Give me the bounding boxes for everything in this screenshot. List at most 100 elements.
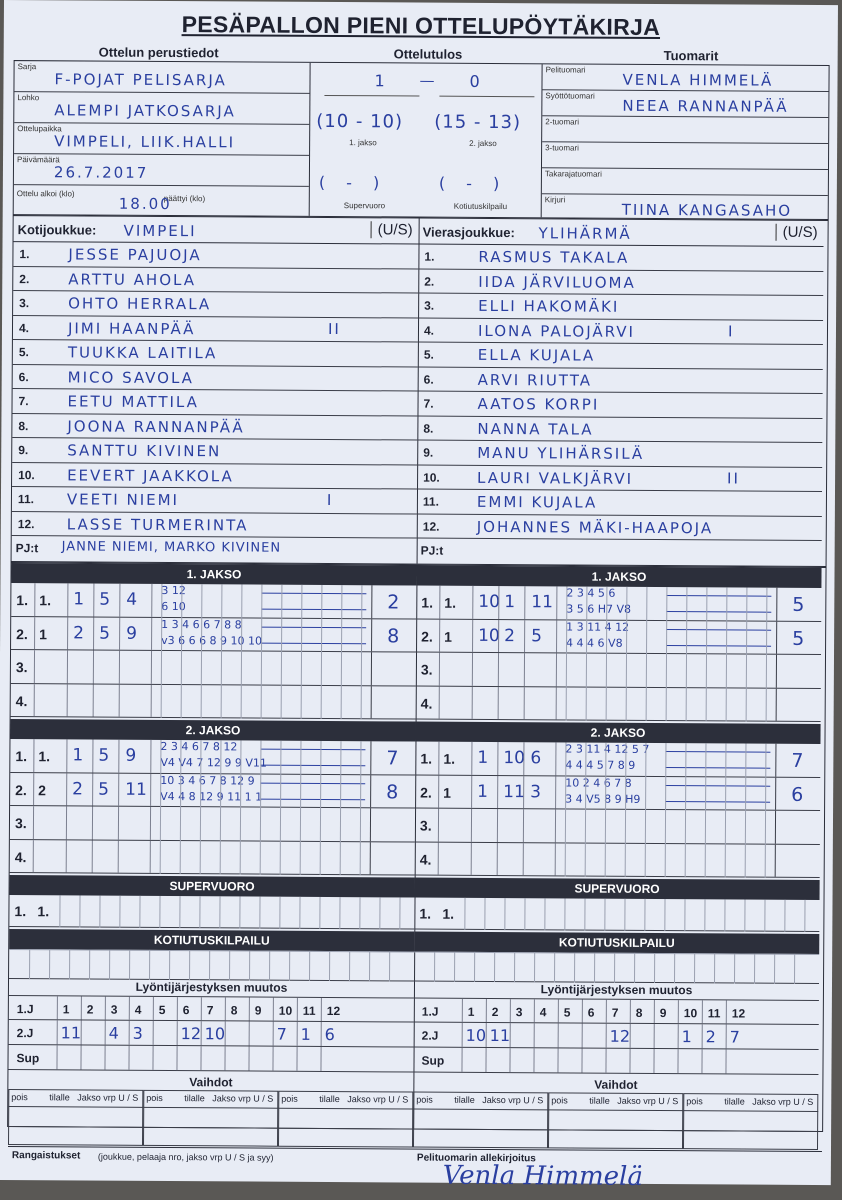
inning-hits-bottom[interactable]: 3 5 6 H7 V8 [566,602,632,616]
umpire-value[interactable]: TIINA KANGASAHO [621,200,793,220]
inning-hits-top[interactable]: 2 3 4 5 6 [566,586,616,600]
field-value[interactable]: ALEMPI JATKOSARJA [54,101,236,121]
home-away-selector[interactable]: (U/S) [370,221,413,239]
umpire-value[interactable]: NEEA RANNANPÄÄ [622,96,789,116]
coaches-value[interactable]: JANNE NIEMI, MARKO KIVINEN [61,539,282,556]
player-name[interactable]: JOONA RANNANPÄÄ [67,416,245,436]
inning-cell[interactable]: 5 [99,623,111,644]
order-change-value[interactable]: 4 [108,1023,119,1043]
order-change-value[interactable]: 12 [180,1024,202,1044]
home-away-selector[interactable]: (U/S) [775,223,818,241]
field-value[interactable]: VIMPELI, LIIK.HALLI [54,132,236,152]
inning-cell[interactable]: 11 [503,781,525,802]
inning-runs[interactable]: 8 [386,780,401,803]
player-name[interactable]: JOHANNES MÄKI-HAAPOJA [476,517,714,537]
inning-cell[interactable]: 1 [72,745,84,766]
start-value[interactable]: 18.00 [118,194,172,214]
inning-runs[interactable]: 8 [387,624,402,647]
inning-runs[interactable]: 6 [791,783,806,806]
player-name[interactable]: MANU YLIHÄRSILÄ [477,443,645,463]
inning-cell[interactable]: 1 [73,589,85,610]
order-change-value[interactable]: 11 [489,1025,511,1046]
order-change-value[interactable]: 11 [60,1023,82,1043]
player-name[interactable]: ARTTU AHOLA [68,269,197,289]
inning-cell[interactable]: 9 [126,623,138,644]
player-name[interactable]: LAURI VALKJÄRVI [477,468,634,488]
inning-cell[interactable]: 2 [38,781,47,798]
inning-hits-bottom[interactable]: V4 V4 7 12 9 9 V11 [160,755,267,770]
player-name[interactable]: ILONA PALOJÄRVI [477,321,636,341]
kotiutus-score[interactable]: ( - ) [438,173,508,194]
player-name[interactable]: EETU MATTILA [67,392,199,412]
player-name[interactable]: EEVERT JAAKKOLA [67,465,234,485]
order-change-value[interactable]: 3 [132,1023,143,1043]
home-score[interactable]: 1 [374,71,387,91]
inning-cell[interactable]: 1 [477,781,489,802]
inning-cell[interactable]: 11 [125,779,147,800]
inning-runs[interactable]: 7 [386,747,401,770]
order-change-value[interactable]: 1 [300,1024,311,1044]
period2-score[interactable]: (15 - 13) [434,111,522,134]
inning-hits-top[interactable]: 2 3 11 4 12 5 7 [565,742,650,756]
inning-hits-bottom[interactable]: v3 6 6 6 8 9 10 10 [161,633,263,648]
inning-cell[interactable]: 10 [478,591,501,613]
order-change-value[interactable]: 10 [465,1025,487,1045]
inning-runs[interactable]: 2 [387,591,402,614]
inning-cell[interactable]: 5 [99,589,111,610]
inning-cell[interactable]: 1. [444,594,457,611]
inning-cell[interactable]: 1. [38,748,51,765]
player-name[interactable]: LASSE TURMERINTA [66,514,249,535]
team-name[interactable]: VIMPELI [123,221,197,241]
order-change-value[interactable]: 2 [705,1027,716,1047]
inning-cell[interactable]: 10 [503,748,526,769]
inning-hits-top[interactable]: 2 3 4 6 7 8 12 [160,739,238,754]
inning-cell[interactable]: 1 [504,592,516,613]
player-name[interactable]: RASMUS TAKALA [478,247,630,267]
order-change-value[interactable]: 7 [276,1024,287,1044]
player-name[interactable]: VEETI NIEMI [66,490,180,510]
field-value[interactable]: F-POJAT PELISARJA [54,70,227,90]
team-name[interactable]: YLIHÄRMÄ [538,224,632,243]
inning-cell[interactable]: 10 [478,625,500,646]
inning-cell[interactable]: 3 [530,781,542,802]
player-name[interactable]: ELLA KUJALA [477,345,596,365]
order-change-value[interactable]: 1 [681,1027,692,1047]
inning-runs[interactable]: 5 [792,627,807,650]
inning-runs[interactable]: 7 [791,749,806,772]
player-name[interactable]: TUUKKA LAITILA [67,343,218,363]
order-change-value[interactable]: 10 [204,1024,226,1044]
inning-cell[interactable]: 1. [39,592,52,609]
field-value[interactable]: 26.7.2017 [53,163,149,182]
inning-cell[interactable]: 2 [504,625,516,646]
inning-cell[interactable]: 5 [98,779,110,800]
order-change-value[interactable]: 6 [324,1024,335,1045]
inning-hits-bottom[interactable]: 3 4 V5 8 9 H9 [565,791,641,806]
player-name[interactable]: JESSE PAJUOJA [68,245,202,265]
order-change-value[interactable]: 7 [729,1027,740,1047]
away-score[interactable]: 0 [469,71,482,91]
player-name[interactable]: SANTTU KIVINEN [67,441,222,461]
inning-cell[interactable]: 9 [125,745,137,766]
inning-runs[interactable]: 5 [792,593,807,616]
inning-cell[interactable]: 4 [126,589,138,610]
inning-cell[interactable]: 1. [443,750,456,767]
player-name[interactable]: AATOS KORPI [477,394,600,414]
umpire-value[interactable]: VENLA HIMMELÄ [622,70,774,90]
inning-cell[interactable]: 1 [39,625,47,642]
inning-hits-top[interactable]: 1 3 11 4 12 [566,619,630,634]
inning-cell[interactable]: 2 [72,778,84,799]
inning-hits-top[interactable]: 10 2 4 6 7 8 [565,775,632,790]
inning-cell[interactable]: 5 [531,625,543,646]
inning-cell[interactable]: 2 [73,622,85,644]
player-name[interactable]: MICO SAVOLA [67,367,195,387]
player-name[interactable]: NANNA TALA [477,419,594,439]
inning-cell[interactable]: 5 [98,745,110,766]
period1-score[interactable]: (10 - 10) [316,110,404,133]
inning-cell[interactable]: 1 [444,628,452,645]
inning-cell[interactable]: 11 [531,592,554,613]
player-name[interactable]: OHTO HERRALA [68,294,212,314]
player-name[interactable]: ELLI HAKOMÄKI [478,296,620,316]
player-name[interactable]: IIDA JÄRVILUOMA [478,272,636,292]
inning-hits-bottom[interactable]: 4 4 4 6 V8 [566,635,623,650]
player-name[interactable]: ARVI RIUTTA [477,370,593,390]
